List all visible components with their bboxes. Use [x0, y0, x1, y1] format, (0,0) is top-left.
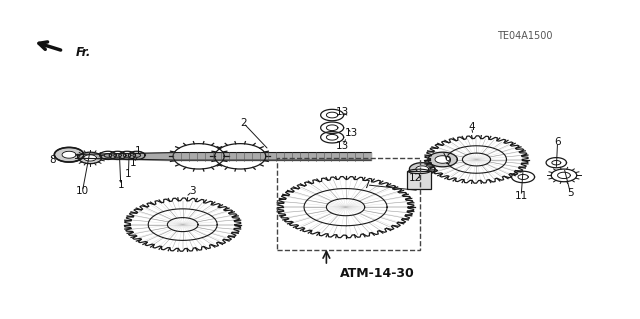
Text: 9: 9: [444, 156, 451, 166]
Circle shape: [62, 151, 76, 158]
Text: 13: 13: [346, 129, 358, 138]
Circle shape: [410, 163, 435, 175]
Text: Fr.: Fr.: [76, 46, 92, 59]
Text: 13: 13: [336, 107, 349, 117]
Text: ATM-14-30: ATM-14-30: [340, 267, 415, 280]
Text: 5: 5: [567, 188, 573, 198]
Text: 1: 1: [130, 158, 137, 168]
Text: 13: 13: [336, 141, 349, 151]
Circle shape: [435, 156, 451, 163]
Text: 7: 7: [364, 180, 370, 190]
Circle shape: [84, 155, 97, 161]
Text: 1: 1: [118, 180, 124, 190]
Text: 12: 12: [409, 173, 422, 183]
Text: 1: 1: [134, 145, 141, 156]
Text: 1: 1: [125, 169, 132, 179]
Bar: [276, 158, 420, 250]
Text: 11: 11: [515, 191, 528, 201]
Text: 10: 10: [76, 186, 89, 196]
Circle shape: [54, 147, 84, 162]
Circle shape: [79, 152, 102, 164]
Text: 4: 4: [468, 122, 475, 132]
Bar: [407, 171, 431, 189]
Circle shape: [416, 166, 429, 172]
Text: 2: 2: [240, 118, 246, 128]
Circle shape: [428, 152, 458, 167]
Text: 6: 6: [554, 137, 561, 147]
Text: TE04A1500: TE04A1500: [497, 31, 552, 41]
Text: 3: 3: [189, 186, 196, 196]
Text: 8: 8: [50, 155, 56, 165]
